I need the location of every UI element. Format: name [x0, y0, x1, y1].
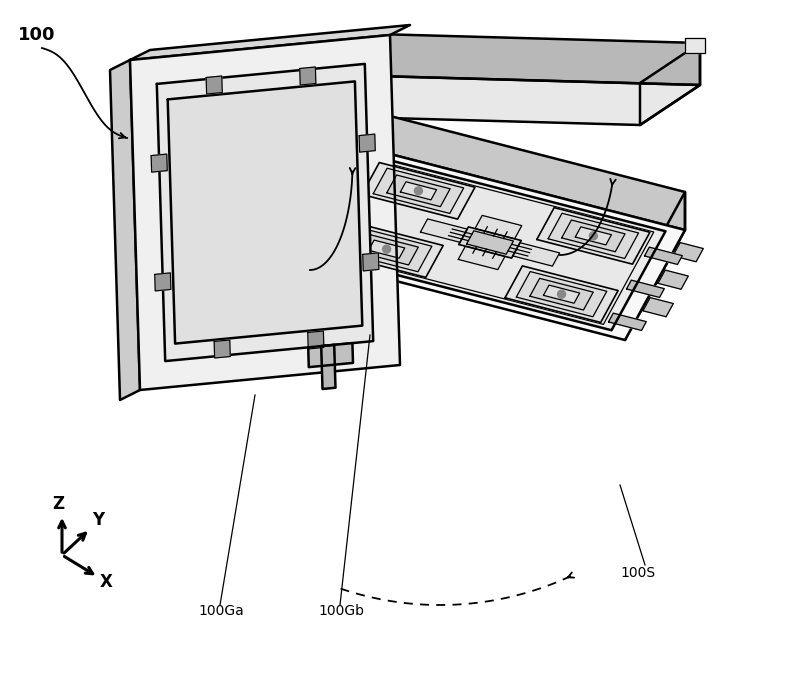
Polygon shape	[537, 208, 650, 264]
Text: 100: 100	[18, 26, 55, 44]
Text: X: X	[100, 573, 113, 591]
Polygon shape	[355, 234, 418, 265]
Polygon shape	[362, 253, 379, 271]
Polygon shape	[548, 213, 638, 258]
Polygon shape	[206, 76, 222, 94]
Polygon shape	[130, 25, 410, 60]
Polygon shape	[466, 231, 514, 254]
Text: 100Ga: 100Ga	[198, 604, 244, 618]
Polygon shape	[308, 343, 353, 367]
Polygon shape	[475, 215, 522, 239]
Polygon shape	[110, 60, 140, 400]
Polygon shape	[400, 182, 437, 200]
Text: 100Gb: 100Gb	[318, 604, 364, 618]
Polygon shape	[658, 270, 688, 289]
Polygon shape	[130, 35, 400, 390]
Polygon shape	[362, 162, 475, 219]
Polygon shape	[280, 33, 340, 115]
Polygon shape	[280, 75, 700, 125]
Polygon shape	[330, 221, 443, 277]
Polygon shape	[421, 219, 467, 242]
Polygon shape	[334, 160, 362, 177]
Polygon shape	[369, 240, 405, 258]
Polygon shape	[516, 271, 606, 316]
Polygon shape	[513, 242, 560, 266]
Polygon shape	[321, 345, 335, 389]
Polygon shape	[214, 340, 230, 358]
Polygon shape	[626, 280, 664, 297]
Polygon shape	[374, 169, 464, 214]
Polygon shape	[295, 107, 355, 255]
Polygon shape	[308, 331, 324, 349]
Polygon shape	[154, 273, 171, 291]
Polygon shape	[151, 154, 167, 172]
Polygon shape	[643, 297, 674, 316]
Polygon shape	[300, 67, 316, 85]
Polygon shape	[168, 82, 362, 344]
Circle shape	[414, 187, 422, 195]
Polygon shape	[355, 107, 685, 230]
Polygon shape	[315, 192, 345, 210]
Polygon shape	[342, 227, 432, 272]
Polygon shape	[562, 220, 625, 251]
Circle shape	[558, 290, 566, 298]
Text: Z: Z	[52, 495, 64, 513]
Polygon shape	[575, 227, 611, 245]
Polygon shape	[543, 285, 580, 303]
Polygon shape	[625, 192, 685, 340]
Circle shape	[590, 232, 598, 240]
Polygon shape	[359, 134, 375, 152]
Polygon shape	[326, 160, 654, 325]
Polygon shape	[298, 226, 326, 242]
Polygon shape	[645, 247, 682, 264]
Polygon shape	[640, 43, 700, 125]
Polygon shape	[157, 64, 373, 361]
Circle shape	[382, 245, 390, 253]
Polygon shape	[609, 313, 646, 330]
Polygon shape	[458, 246, 505, 270]
Polygon shape	[340, 33, 700, 85]
Text: Y: Y	[92, 511, 104, 529]
Polygon shape	[459, 227, 522, 258]
Polygon shape	[295, 145, 685, 340]
Polygon shape	[673, 242, 703, 262]
Polygon shape	[685, 38, 705, 53]
Polygon shape	[505, 266, 618, 323]
Text: 100S: 100S	[620, 566, 655, 580]
Polygon shape	[530, 278, 594, 310]
Polygon shape	[314, 155, 666, 330]
Polygon shape	[386, 175, 450, 207]
